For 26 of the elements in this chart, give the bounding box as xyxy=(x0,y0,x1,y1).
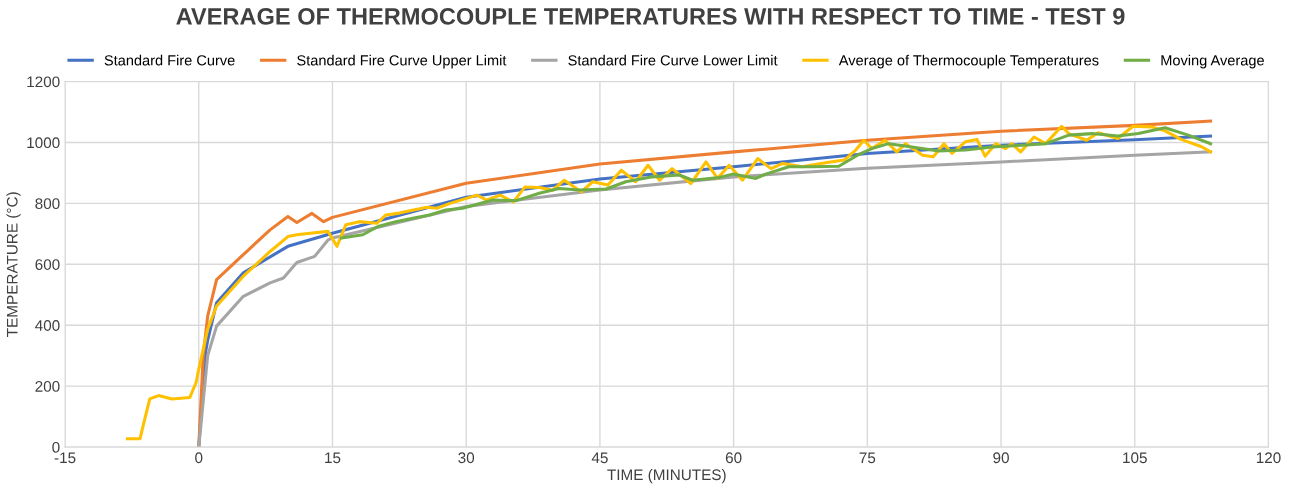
chart-title: AVERAGE OF THERMOCOUPLE TEMPERATURES WITH RESPECT TO TIME - TEST 9 xyxy=(176,8,1125,25)
x-tick-label: 45 xyxy=(591,452,608,464)
x-tick-label: 120 xyxy=(1256,452,1281,464)
y-tick-label: 0 xyxy=(52,441,60,453)
y-axis-title: TEMPERATURE (°C) xyxy=(6,192,21,337)
line-series xyxy=(339,126,1213,240)
x-tick-label: 90 xyxy=(993,452,1009,464)
y-tick-label: 1200 xyxy=(27,76,60,88)
y-tick-label: 600 xyxy=(35,259,60,270)
legend-label: Average of Thermocouple Temperatures xyxy=(838,54,1099,69)
y-tick-label: 400 xyxy=(35,320,60,331)
x-tick-label: 15 xyxy=(325,452,341,464)
x-tick-label: 30 xyxy=(458,452,475,464)
legend-label: Moving Average xyxy=(1161,54,1264,69)
y-tick-label: 1000 xyxy=(27,137,60,149)
x-tick-label: 0 xyxy=(195,452,203,464)
y-tick-label: 800 xyxy=(35,198,60,210)
x-tick-label: 60 xyxy=(725,452,742,464)
x-axis-title: TIME (MINUTES) xyxy=(607,468,726,484)
legend-label: Standard Fire Curve Upper Limit xyxy=(297,54,507,69)
x-tick-label: -15 xyxy=(54,452,76,464)
y-tick-label: 200 xyxy=(35,381,60,392)
x-tick-label: 75 xyxy=(859,452,876,464)
legend-label: Standard Fire Curve Lower Limit xyxy=(568,54,778,66)
legend-label: Standard Fire Curve xyxy=(104,54,235,66)
x-tick-label: 105 xyxy=(1123,452,1147,464)
